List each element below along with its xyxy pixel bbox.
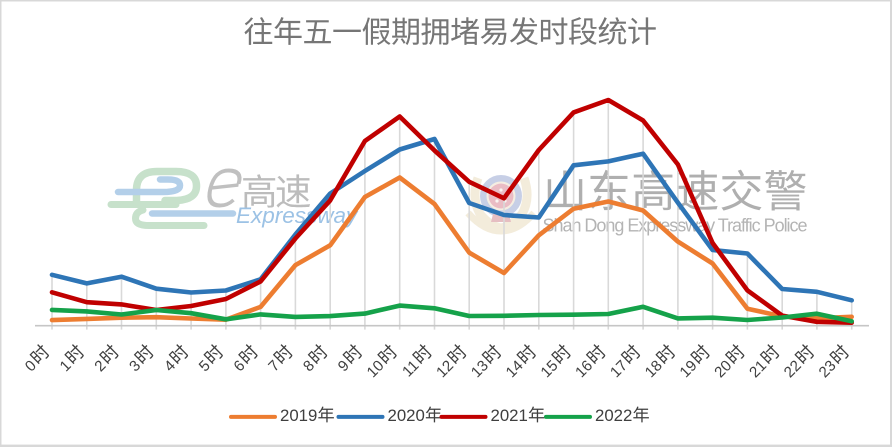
svg-text:2020: 2020 xyxy=(388,406,425,425)
svg-text:2019: 2019 xyxy=(280,406,317,425)
svg-text:2021: 2021 xyxy=(491,406,528,425)
svg-text:2022: 2022 xyxy=(595,406,632,425)
svg-text:Expressway: Expressway xyxy=(236,203,359,228)
svg-text:Shan Dong Expressway Traffic P: Shan Dong Expressway Traffic Police xyxy=(543,216,808,236)
